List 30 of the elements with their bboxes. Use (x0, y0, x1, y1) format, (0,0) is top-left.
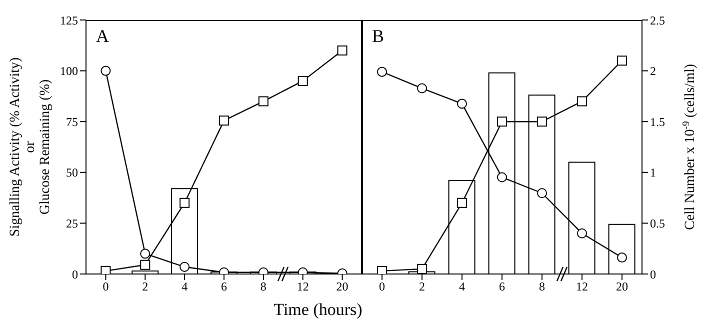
x-tick-label: 0 (102, 280, 109, 294)
x-axis-title: Time (hours) (272, 300, 364, 320)
y2-tick-label: 2 (650, 64, 656, 78)
y-tick-label: 75 (66, 114, 78, 129)
x-tick-label: 8 (539, 280, 545, 294)
y2-tick-label: 1.5 (650, 114, 665, 129)
x-tick-label: 20 (336, 280, 348, 294)
y-tick-label: 100 (60, 64, 78, 78)
x-tick-label: 2 (419, 280, 425, 294)
y-axis-title: Signalling Activity (% Activity) or Glucose Remaining (%) (8, 57, 53, 237)
x-tick-label: 4 (459, 280, 465, 294)
y-tick-label: 50 (66, 166, 78, 180)
y2-tick-label: 1 (650, 166, 656, 180)
chart-title: B (372, 26, 384, 47)
x-tick-label: 2 (142, 280, 148, 294)
x-tick-label: 12 (296, 280, 309, 294)
y-tick-label: 25 (66, 216, 78, 230)
y2-tick-label: 2.5 (650, 13, 665, 28)
y-tick-label: 125 (60, 13, 78, 28)
y-tick-label: 0 (72, 267, 78, 282)
y2-tick-label: 0 (650, 267, 656, 282)
chart-title: A (96, 26, 109, 47)
x-tick-label: 8 (260, 280, 266, 294)
y2-tick-label: 0.5 (650, 216, 665, 230)
x-tick-label: 20 (616, 280, 628, 294)
x-tick-label: 6 (221, 280, 227, 294)
x-tick-label: 12 (576, 280, 588, 294)
x-tick-label: 4 (182, 280, 188, 294)
x-tick-label: 0 (379, 280, 385, 294)
x-tick-label: 6 (499, 280, 505, 294)
